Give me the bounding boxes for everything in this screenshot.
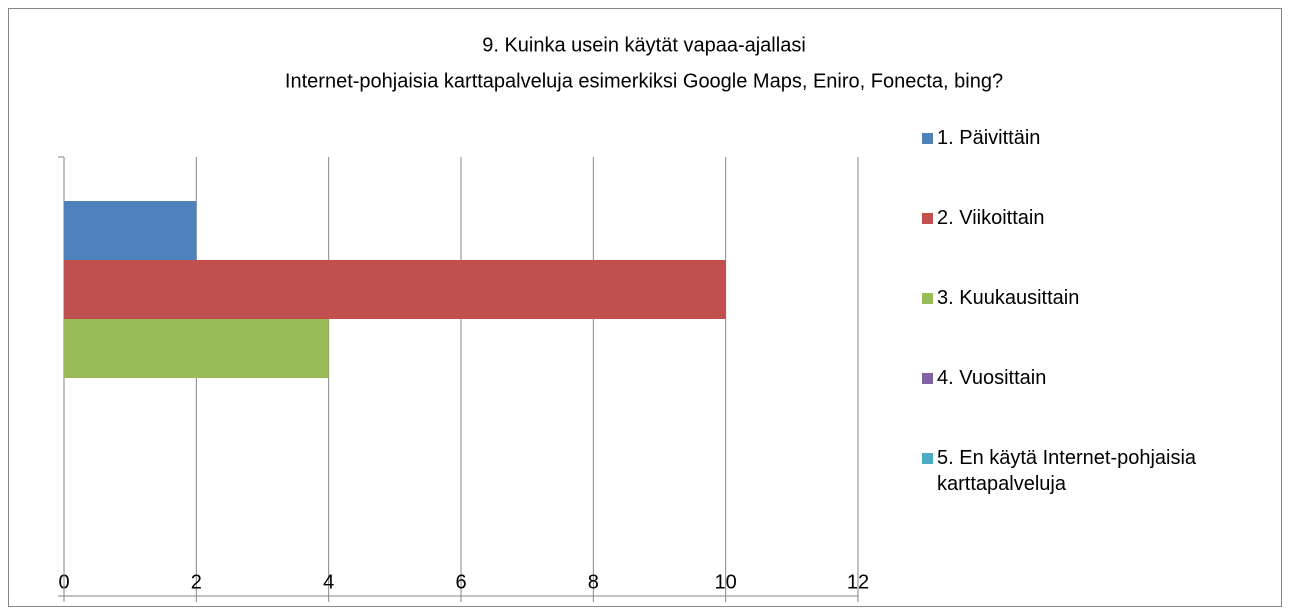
legend-entry: 5. En käytä Internet-pohjaisia karttapal…	[922, 445, 1257, 497]
legend-label: 3. Kuukausittain	[937, 287, 1080, 309]
bar	[64, 319, 329, 378]
legend-swatch	[922, 373, 933, 384]
legend-entry: 2. Viikoittain	[922, 205, 1257, 231]
x-tick-label: 8	[588, 571, 599, 593]
legend-swatch	[922, 453, 933, 464]
x-tick-label: 4	[323, 571, 334, 593]
legend-label: 4. Vuosittain	[937, 367, 1047, 389]
legend-swatch	[922, 133, 933, 144]
legend-entry: 1. Päivittäin	[922, 125, 1257, 151]
bar	[64, 201, 197, 260]
legend-swatch	[922, 293, 933, 304]
x-tick-label: 12	[847, 571, 869, 593]
legend-entry: 3. Kuukausittain	[922, 285, 1257, 311]
legend-entry: 4. Vuosittain	[922, 365, 1257, 391]
legend-label: 2. Viikoittain	[937, 207, 1045, 229]
chart-title: Internet-pohjaisia karttapalveluja esime…	[285, 70, 1003, 92]
x-tick-label: 10	[715, 571, 737, 593]
chart-title: 9. Kuinka usein käytät vapaa-ajallasi	[482, 34, 806, 56]
x-tick-label: 6	[455, 571, 466, 593]
bar	[64, 260, 726, 319]
legend-label: 5. En käytä Internet-pohjaisia karttapal…	[937, 447, 1197, 495]
x-tick-label: 2	[191, 571, 202, 593]
legend-label: 1. Päivittäin	[937, 127, 1041, 149]
legend-swatch	[922, 213, 933, 224]
